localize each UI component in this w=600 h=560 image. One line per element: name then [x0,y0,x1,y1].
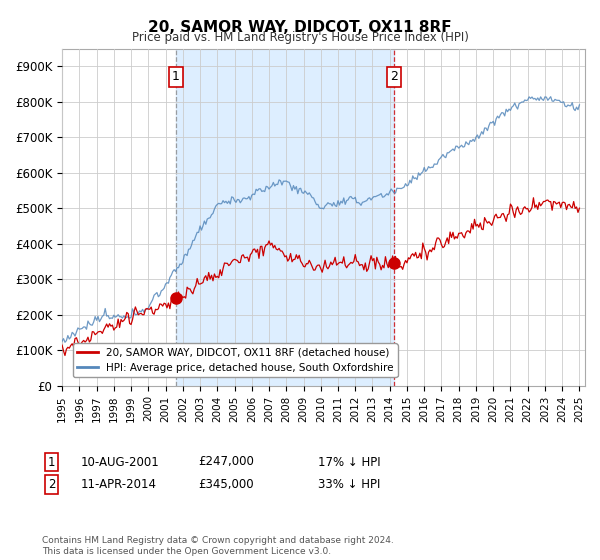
Text: 1: 1 [48,455,56,469]
Text: £247,000: £247,000 [198,455,254,469]
Text: 2: 2 [48,478,56,491]
Legend: 20, SAMOR WAY, DIDCOT, OX11 8RF (detached house), HPI: Average price, detached h: 20, SAMOR WAY, DIDCOT, OX11 8RF (detache… [73,343,398,377]
Text: 10-AUG-2001: 10-AUG-2001 [81,455,160,469]
Text: 11-APR-2014: 11-APR-2014 [81,478,157,491]
Bar [176,49,394,386]
Text: 20, SAMOR WAY, DIDCOT, OX11 8RF: 20, SAMOR WAY, DIDCOT, OX11 8RF [148,20,452,35]
Text: 1: 1 [172,71,180,83]
Text: Contains HM Land Registry data © Crown copyright and database right 2024.
This d: Contains HM Land Registry data © Crown c… [42,536,394,556]
Text: 33% ↓ HPI: 33% ↓ HPI [318,478,380,491]
Text: 17% ↓ HPI: 17% ↓ HPI [318,455,380,469]
Text: £345,000: £345,000 [198,478,254,491]
Text: 2: 2 [391,71,398,83]
Text: Price paid vs. HM Land Registry's House Price Index (HPI): Price paid vs. HM Land Registry's House … [131,31,469,44]
